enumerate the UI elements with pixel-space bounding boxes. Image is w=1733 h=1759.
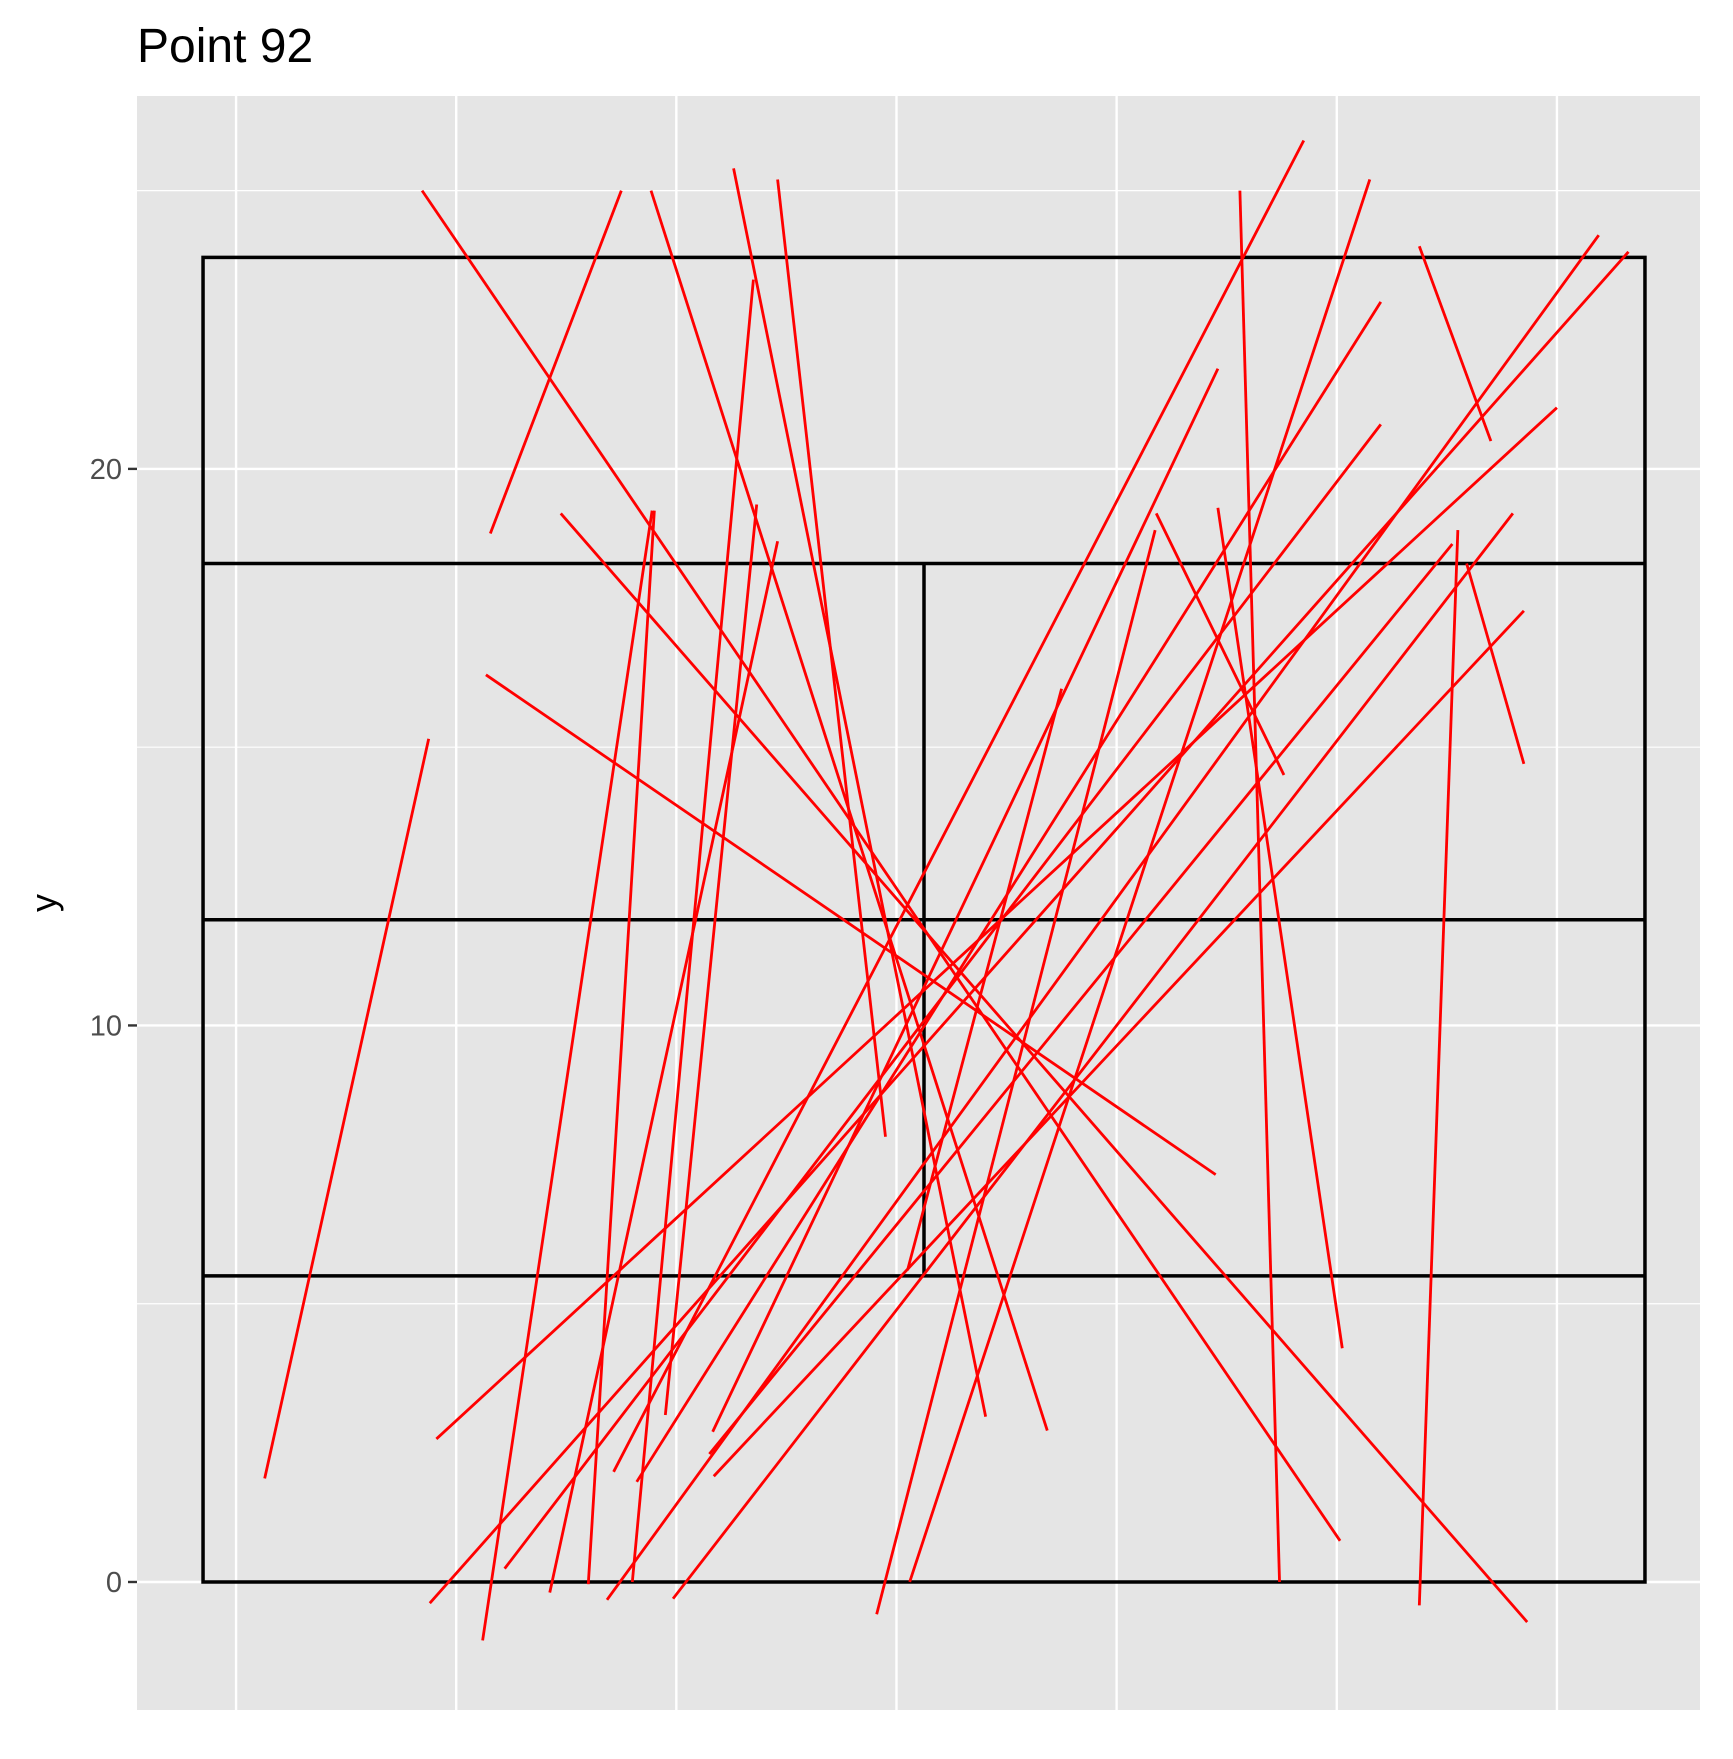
shot-segment	[711, 368, 1220, 1433]
plot-panel	[137, 96, 1700, 1710]
shot-segment	[420, 189, 1342, 1542]
data-segments	[263, 139, 1630, 1641]
y-tick-label: 10	[90, 1010, 122, 1042]
shot-segment	[1154, 512, 1286, 776]
shot-segment	[1417, 530, 1460, 1606]
shot-segment	[732, 168, 988, 1417]
shot-segment	[435, 406, 1558, 1440]
shot-segment	[630, 279, 755, 1583]
shot-segment	[605, 234, 1600, 1601]
chart-title: Point 92	[137, 20, 313, 73]
y-axis: 0 10 20	[90, 454, 137, 1599]
shot-segment	[485, 673, 1217, 1176]
y-axis-title: y	[23, 894, 64, 912]
shot-segment	[1216, 507, 1344, 1349]
shot-segment	[875, 529, 1157, 1615]
y-tick-label: 0	[106, 1567, 122, 1599]
shot-segment	[1238, 190, 1281, 1583]
shot-segment	[586, 510, 656, 1585]
shot-segment	[263, 738, 431, 1479]
shot-segment	[428, 250, 1630, 1605]
shot-segment	[708, 543, 1454, 1455]
shot-segment	[559, 512, 1529, 1623]
shot-segment	[489, 190, 623, 534]
shot-segment	[612, 139, 1305, 1473]
shot-segment	[481, 510, 654, 1641]
shot-segment	[776, 179, 887, 1137]
shot-segment	[1418, 245, 1493, 442]
shot-segment	[548, 540, 779, 1593]
shot-segment	[671, 512, 1514, 1600]
shot-segment	[908, 179, 1372, 1583]
shot-segment	[712, 609, 1525, 1478]
shot-segment	[906, 688, 1063, 1271]
y-tick-label: 20	[90, 454, 122, 486]
shot-segment	[663, 504, 759, 1416]
shot-segment	[1465, 563, 1526, 765]
